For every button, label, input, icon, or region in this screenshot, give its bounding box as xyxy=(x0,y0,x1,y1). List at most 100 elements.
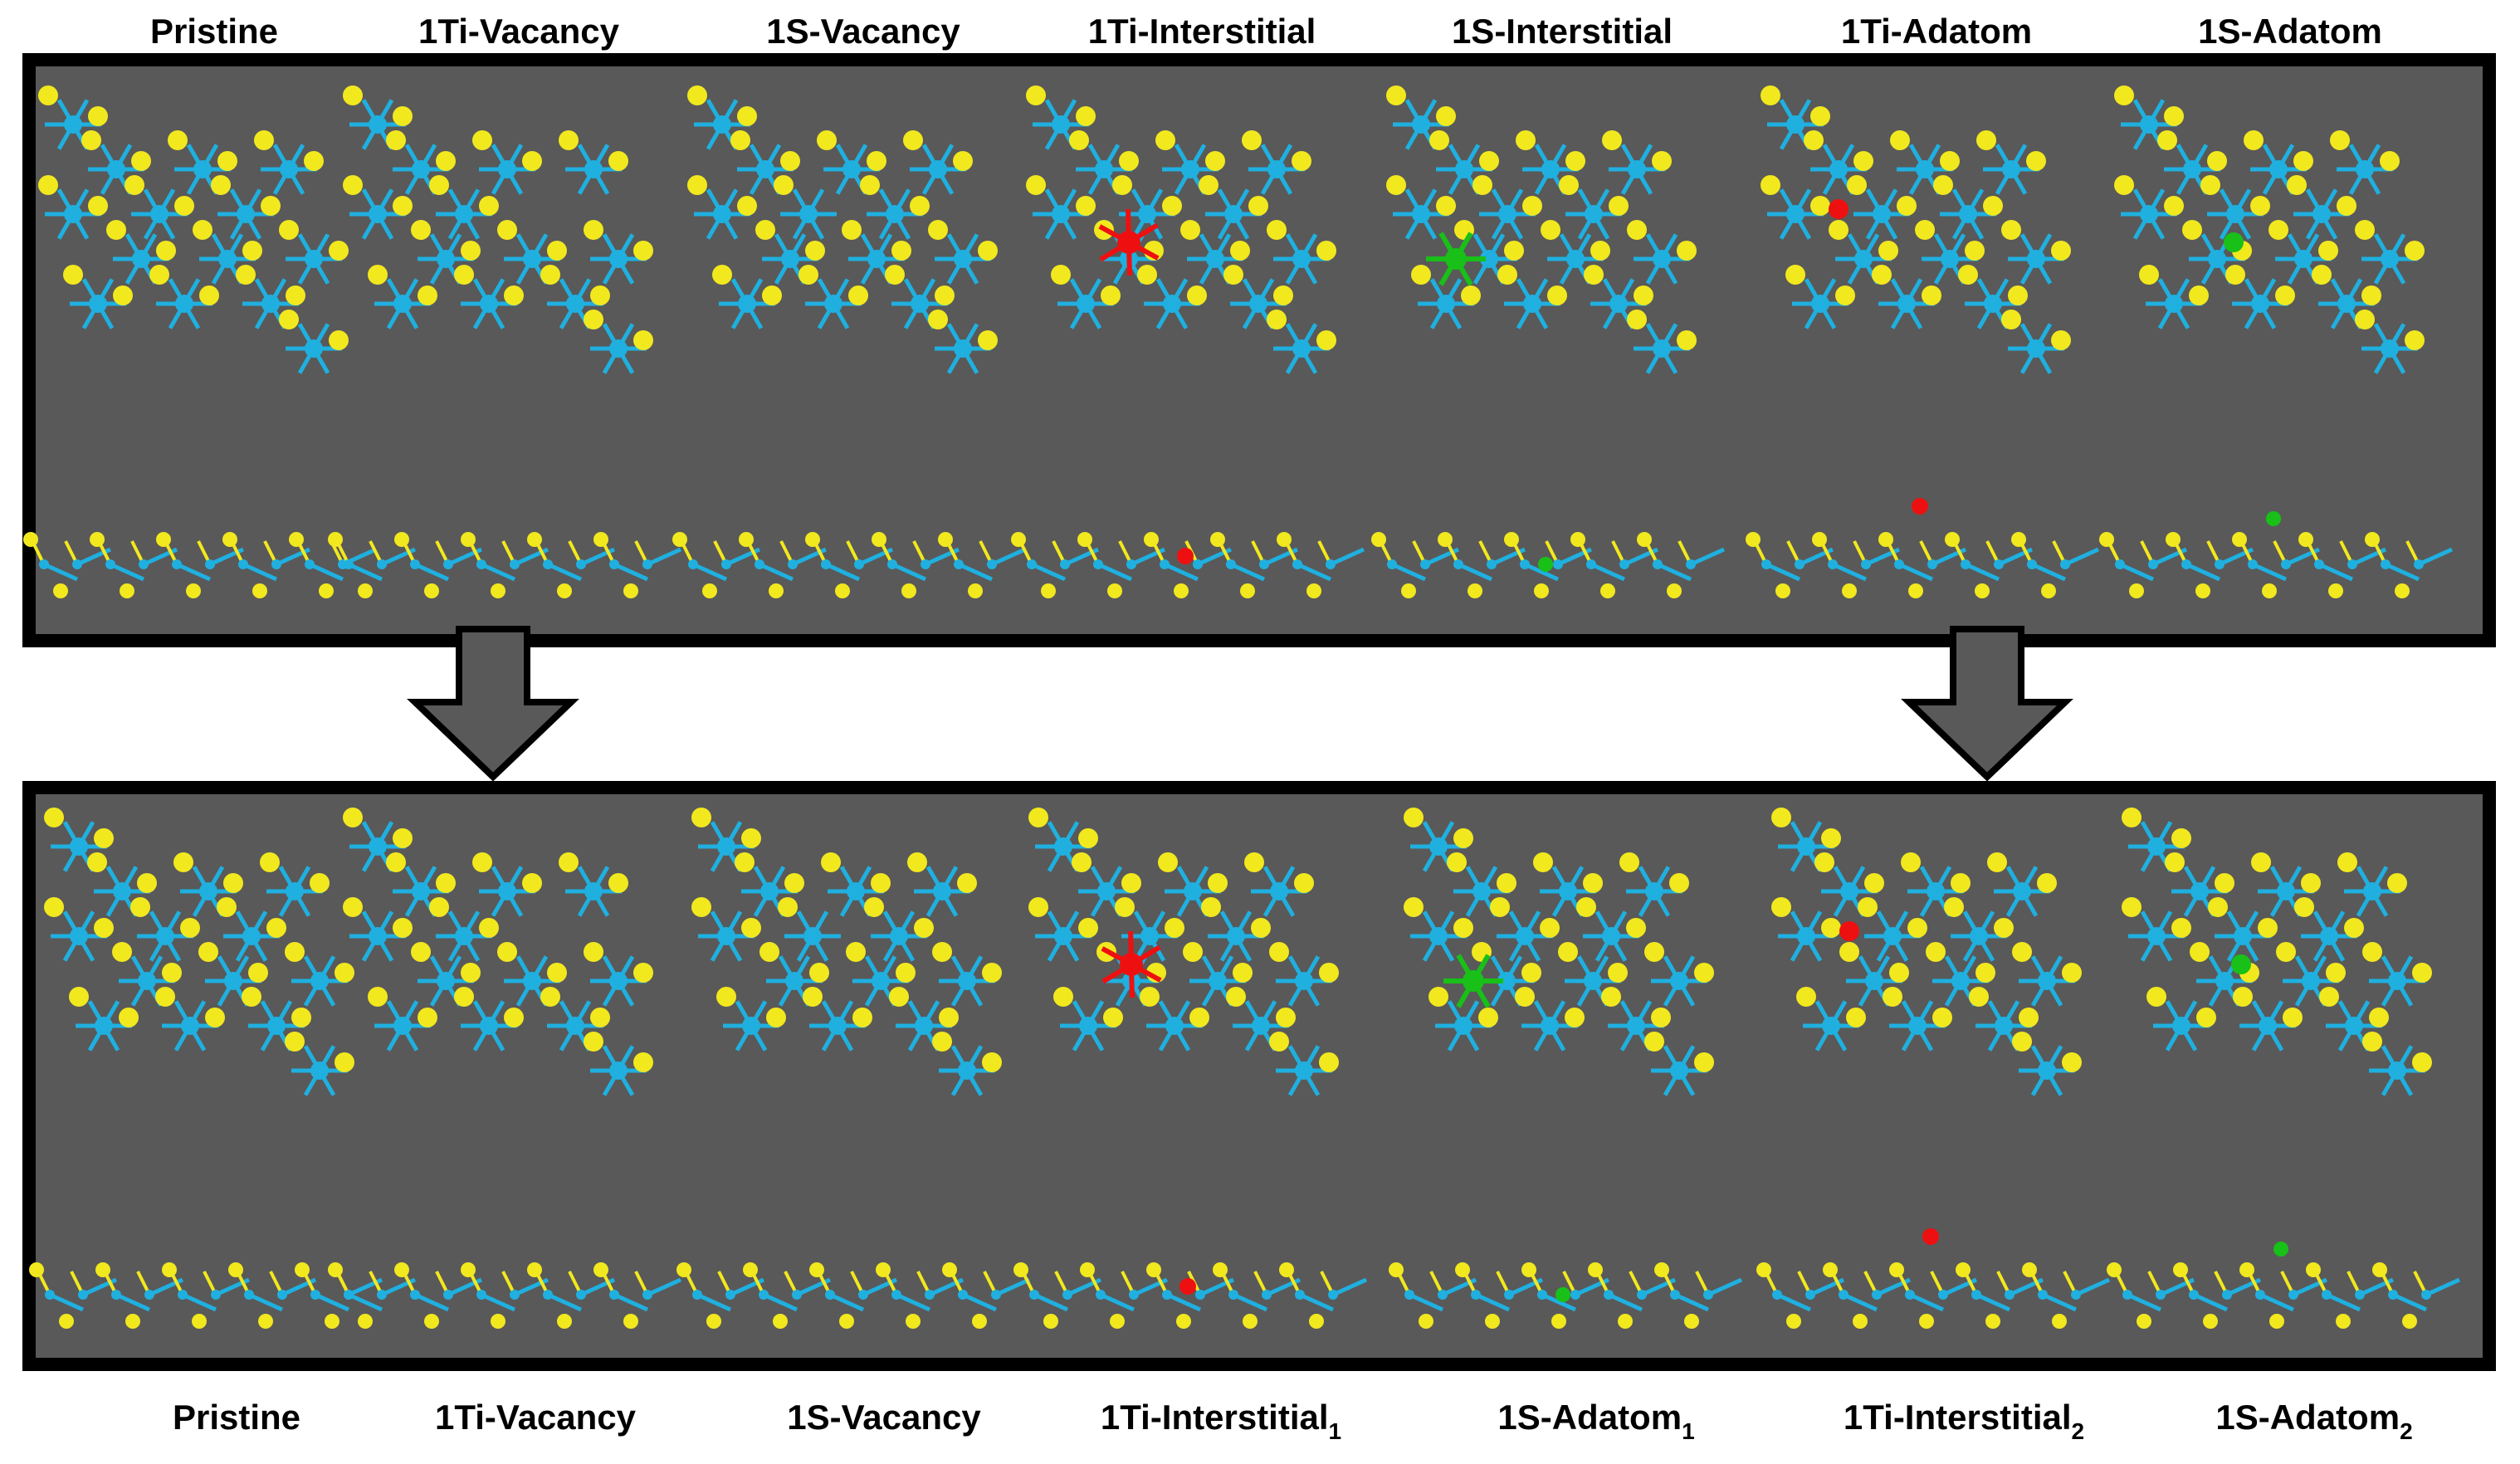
s-atom xyxy=(910,196,930,216)
ti-atom xyxy=(476,559,486,569)
s-atom xyxy=(1814,852,1834,872)
s-atom xyxy=(978,330,998,350)
s-atom xyxy=(2355,310,2375,329)
ti-atom xyxy=(886,205,904,223)
s-atom xyxy=(1455,1262,1470,1277)
ti-atom xyxy=(211,1290,221,1300)
ti-atom xyxy=(1420,559,1430,569)
s-atom xyxy=(540,265,560,285)
s-atom xyxy=(1199,175,1218,195)
s-atom xyxy=(2336,1314,2351,1329)
defect-atom xyxy=(1829,199,1848,219)
s-atom xyxy=(394,1262,409,1277)
s-atom xyxy=(205,1008,225,1027)
bond xyxy=(109,562,145,582)
s-atom xyxy=(1103,1008,1123,1027)
s-atom xyxy=(839,1314,854,1329)
s-atom xyxy=(1533,852,1553,872)
s-atom xyxy=(497,942,517,962)
bond xyxy=(546,1292,583,1312)
ti-atom xyxy=(310,1290,320,1300)
bond xyxy=(175,562,212,582)
ti-atom xyxy=(1559,882,1577,900)
ti-atom xyxy=(642,1290,652,1300)
s-atom xyxy=(2369,1008,2389,1027)
defect-atom xyxy=(1120,953,1143,976)
ti-atom xyxy=(609,1290,619,1300)
ti-atom xyxy=(2038,1061,2056,1080)
s-atom xyxy=(623,1314,638,1329)
bond xyxy=(1975,1292,2011,1312)
ti-atom xyxy=(443,559,453,569)
ti-atom xyxy=(1927,882,1945,900)
bond xyxy=(314,1292,350,1312)
s-atom xyxy=(386,130,406,150)
s-atom xyxy=(1839,942,1859,962)
column-label: 1S-Vacancy xyxy=(787,1398,981,1437)
s-atom xyxy=(769,583,784,598)
s-atom xyxy=(248,963,268,983)
s-atom xyxy=(852,1008,872,1027)
s-atom xyxy=(1072,852,1092,872)
bond xyxy=(2317,562,2354,582)
s-atom xyxy=(2318,241,2338,261)
s-atom xyxy=(633,1052,653,1072)
ti-atom xyxy=(867,250,886,268)
s-atom xyxy=(44,897,64,917)
ti-atom xyxy=(2414,559,2424,569)
ti-atom xyxy=(2038,1290,2048,1300)
ti-atom xyxy=(2248,559,2258,569)
ti-atom xyxy=(1471,1290,1481,1300)
s-atom xyxy=(368,987,388,1007)
s-atom xyxy=(1821,918,1841,938)
ti-atom xyxy=(713,205,731,223)
ti-atom xyxy=(609,1061,628,1080)
ti-atom xyxy=(1872,1290,1882,1300)
s-atom xyxy=(2062,963,2082,983)
defect-atom xyxy=(2273,1242,2288,1257)
s-atom xyxy=(1600,583,1615,598)
s-atom xyxy=(254,130,274,150)
defect-atom xyxy=(2266,511,2281,526)
ti-atom xyxy=(89,295,107,313)
s-atom xyxy=(2001,220,2021,240)
ti-atom xyxy=(107,160,125,178)
ti-atom xyxy=(344,1290,354,1300)
s-atom xyxy=(285,942,305,962)
s-atom xyxy=(2365,532,2380,547)
ti-atom xyxy=(70,927,88,945)
s-atom xyxy=(982,963,1002,983)
ti-atom xyxy=(2115,559,2125,569)
s-atom xyxy=(1940,151,1960,171)
s-atom xyxy=(557,583,572,598)
ti-atom xyxy=(2277,882,2295,900)
s-atom xyxy=(1975,963,1995,983)
s-atom xyxy=(1945,532,1960,547)
ti-atom xyxy=(1054,927,1072,945)
s-atom xyxy=(2326,963,2346,983)
ti-atom xyxy=(2320,927,2338,945)
s-atom xyxy=(1926,942,1946,962)
s-atom xyxy=(1771,808,1791,827)
s-atom xyxy=(1883,987,1902,1007)
bond xyxy=(2063,547,2100,567)
s-atom xyxy=(762,285,782,305)
s-atom xyxy=(2405,330,2425,350)
ti-atom xyxy=(410,1290,420,1300)
s-atom xyxy=(864,897,884,917)
s-atom xyxy=(2268,220,2288,240)
s-atom xyxy=(1076,106,1096,126)
s-atom xyxy=(1521,963,1541,983)
ti-atom xyxy=(911,295,929,313)
s-atom xyxy=(286,285,305,305)
bond xyxy=(347,562,383,582)
ti-atom xyxy=(1566,250,1585,268)
s-atom xyxy=(1522,196,1542,216)
s-atom xyxy=(1319,1052,1339,1072)
ti-atom xyxy=(1627,1017,1645,1035)
s-atom xyxy=(1404,897,1424,917)
label-subscript: 1 xyxy=(1329,1418,1342,1444)
ti-atom xyxy=(1951,972,1970,990)
bond xyxy=(1033,1292,1069,1312)
